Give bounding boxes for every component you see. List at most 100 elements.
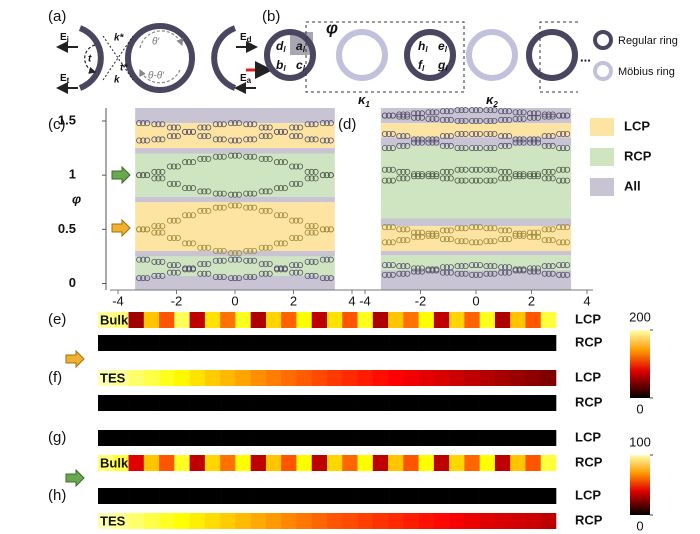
heat-cell xyxy=(525,370,542,386)
data-point xyxy=(212,204,219,211)
data-point xyxy=(319,256,326,263)
data-point xyxy=(212,136,219,143)
heat-cell xyxy=(433,513,450,529)
data-point xyxy=(243,190,250,197)
heat-cell xyxy=(113,395,129,411)
data-point xyxy=(327,172,334,179)
data-point xyxy=(216,247,223,254)
data-point xyxy=(443,227,450,234)
data-point xyxy=(462,270,469,277)
data-point xyxy=(396,175,403,182)
data-point xyxy=(462,177,469,184)
data-point xyxy=(506,142,513,149)
phase-arrows xyxy=(84,30,184,84)
data-point xyxy=(297,269,304,276)
region xyxy=(135,148,335,154)
data-point xyxy=(556,145,563,152)
x-tick-label: 4 xyxy=(348,293,355,308)
data-point xyxy=(243,257,250,264)
data-point xyxy=(174,124,181,131)
heat-cell xyxy=(403,335,419,351)
data-point xyxy=(468,262,475,269)
heat-cell xyxy=(143,395,160,411)
heat-cell xyxy=(143,430,160,446)
data-point xyxy=(243,121,250,128)
data-point xyxy=(476,130,483,137)
heat-cell xyxy=(159,335,175,351)
data-point xyxy=(447,133,454,140)
data-point xyxy=(483,238,490,245)
heat-cell xyxy=(98,430,114,446)
heat-cell xyxy=(311,395,328,411)
heat-cell xyxy=(342,312,358,328)
data-point xyxy=(545,175,552,182)
data-point xyxy=(411,139,418,146)
data-point xyxy=(144,275,151,282)
data-point xyxy=(319,275,326,282)
heat-cell xyxy=(281,455,297,471)
data-point xyxy=(454,225,461,232)
data-point xyxy=(247,257,254,264)
data-point xyxy=(201,124,208,131)
heat-cell xyxy=(494,370,511,386)
data-point xyxy=(512,173,519,180)
data-point xyxy=(487,166,494,173)
data-point xyxy=(190,266,197,273)
data-point xyxy=(516,232,523,239)
heat-cell xyxy=(265,370,282,386)
data-point xyxy=(560,262,567,269)
panel-label: (b) xyxy=(262,8,280,25)
data-point xyxy=(304,136,311,143)
heat-cell xyxy=(403,455,419,471)
data-point xyxy=(182,212,189,219)
data-point xyxy=(404,237,411,244)
data-point xyxy=(534,233,541,240)
data-point xyxy=(502,269,509,276)
data-point xyxy=(273,240,280,247)
data-point xyxy=(487,238,494,245)
heat-cell xyxy=(388,335,404,351)
data-point xyxy=(312,272,319,279)
data-point xyxy=(381,112,388,119)
heat-cell xyxy=(128,455,145,471)
data-point xyxy=(468,271,475,278)
data-point xyxy=(140,275,147,282)
heat-cell xyxy=(311,370,328,386)
coupling-label: t xyxy=(88,54,92,65)
heat-cell xyxy=(449,335,465,351)
data-point xyxy=(564,112,571,119)
data-point xyxy=(526,171,533,178)
unit-cell-box xyxy=(305,21,578,93)
data-point xyxy=(251,190,258,197)
data-point xyxy=(304,175,311,182)
data-point xyxy=(190,128,197,135)
heat-cell xyxy=(357,395,374,411)
data-point xyxy=(491,263,498,270)
data-point xyxy=(308,121,315,128)
data-point xyxy=(425,109,432,116)
data-point xyxy=(468,239,475,246)
data-point xyxy=(389,166,396,173)
heat-cell xyxy=(540,455,557,471)
data-point xyxy=(136,226,143,233)
data-point xyxy=(389,145,396,152)
data-point xyxy=(556,130,563,137)
data-point xyxy=(140,256,147,263)
data-point xyxy=(520,173,527,180)
data-point xyxy=(327,275,334,282)
data-point xyxy=(429,109,436,116)
heat-cell xyxy=(449,455,465,471)
region xyxy=(135,108,335,124)
region xyxy=(135,256,335,276)
data-point xyxy=(404,175,411,182)
data-point xyxy=(258,244,265,251)
heat-cell xyxy=(311,312,328,328)
x-tick-label: -2 xyxy=(415,293,427,308)
heat-cell xyxy=(418,513,435,529)
data-point xyxy=(170,133,177,140)
heat-cell xyxy=(327,312,343,328)
data-point xyxy=(439,236,446,243)
data-point xyxy=(476,271,483,278)
data-point xyxy=(216,257,223,264)
data-point xyxy=(385,239,392,246)
